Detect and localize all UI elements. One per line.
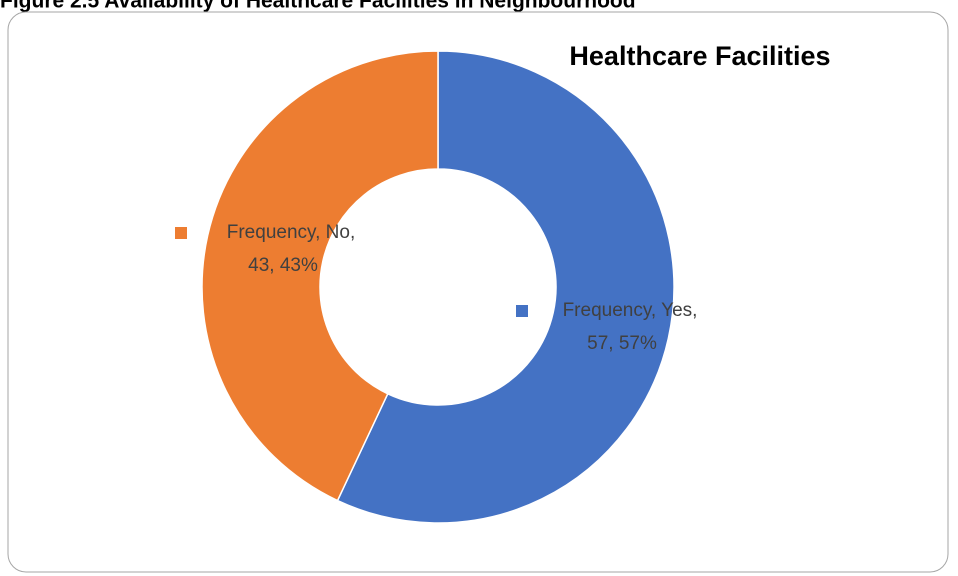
label-line: Frequency, Yes,	[563, 300, 698, 321]
figure-caption: Figure 2.5 Availability of Healthcare Fa…	[0, 0, 636, 13]
donut-slice	[336, 50, 675, 524]
data-label: Frequency, Yes, 57, 57%	[563, 300, 698, 354]
legend-key	[516, 305, 528, 317]
label-line: Frequency, No,	[227, 222, 355, 243]
label-line: 57, 57%	[587, 333, 657, 354]
legend-key	[175, 227, 187, 239]
chart-frame	[7, 11, 949, 573]
donut-slice	[201, 50, 439, 502]
chart-title: Healthcare Facilities	[569, 41, 830, 71]
label-line: 43, 43%	[248, 255, 318, 276]
data-label: Frequency, No, 43, 43%	[227, 222, 355, 276]
